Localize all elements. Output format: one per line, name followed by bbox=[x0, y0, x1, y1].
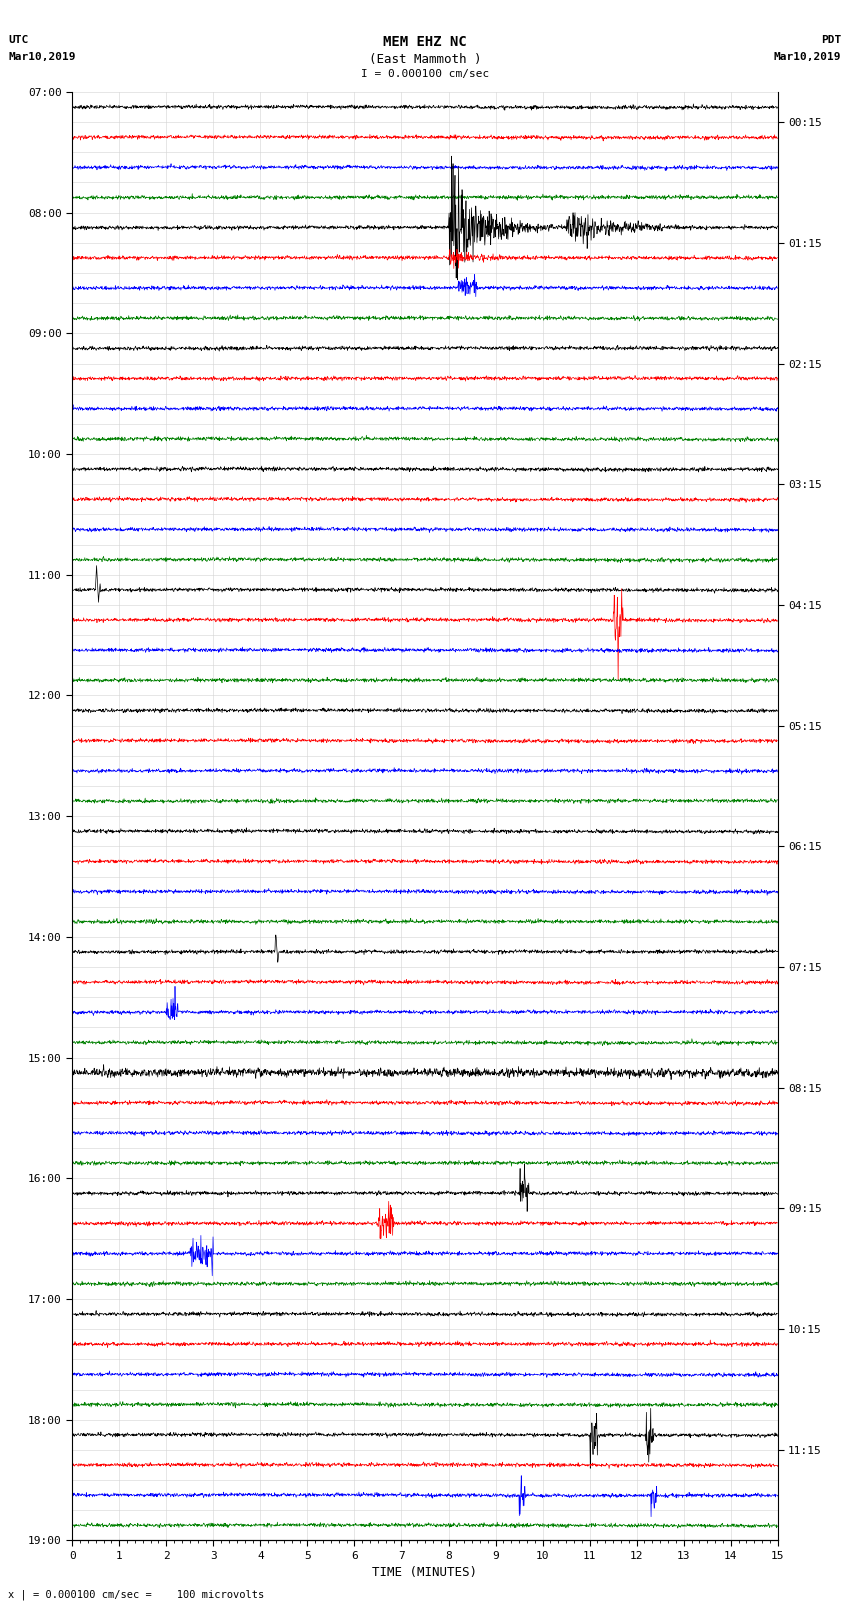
Text: MEM EHZ NC: MEM EHZ NC bbox=[383, 35, 467, 50]
Text: I = 0.000100 cm/sec: I = 0.000100 cm/sec bbox=[361, 69, 489, 79]
Text: UTC: UTC bbox=[8, 35, 29, 45]
X-axis label: TIME (MINUTES): TIME (MINUTES) bbox=[372, 1566, 478, 1579]
Text: PDT: PDT bbox=[821, 35, 842, 45]
Text: Mar10,2019: Mar10,2019 bbox=[774, 52, 842, 61]
Text: Mar10,2019: Mar10,2019 bbox=[8, 52, 76, 61]
Text: (East Mammoth ): (East Mammoth ) bbox=[369, 53, 481, 66]
Text: x | = 0.000100 cm/sec =    100 microvolts: x | = 0.000100 cm/sec = 100 microvolts bbox=[8, 1589, 264, 1600]
